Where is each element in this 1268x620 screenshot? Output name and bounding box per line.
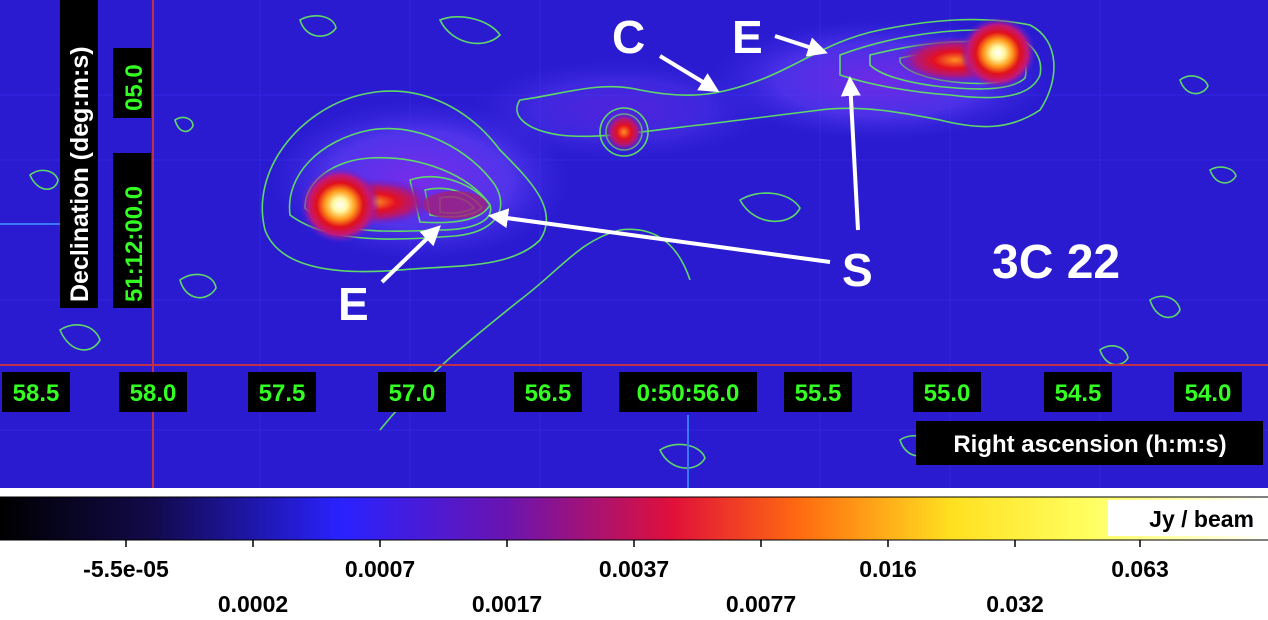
- arrow-e-west: [774, 34, 828, 57]
- core-source: [604, 112, 644, 152]
- x-tick-label-0: 58.5: [13, 380, 60, 407]
- arrow-c: [658, 54, 720, 93]
- east-secondary: [423, 191, 487, 219]
- x-tick-label-7: 55.0: [924, 380, 971, 407]
- annotation-e-west: E: [732, 11, 763, 63]
- x-tick-label-2: 57.5: [259, 380, 306, 407]
- y-axis: Declination (deg:m:s) 05.0 51:12:00.0: [60, 0, 151, 308]
- colorbar-label-upper-0: -5.5e-05: [83, 556, 169, 582]
- x-tick-label-1: 58.0: [130, 380, 177, 407]
- annotation-arrows: [380, 34, 861, 284]
- y-axis-label-bg: [60, 0, 98, 308]
- colorbar-label-upper-2: 0.0037: [599, 556, 669, 582]
- x-tick-bg-6: [784, 372, 852, 412]
- x-tick-bg-8: [1044, 372, 1112, 412]
- arrow-s-west: [840, 76, 861, 231]
- sources: [300, 17, 1036, 243]
- annotation-c: C: [612, 11, 645, 63]
- y-tick-bg-1: [113, 153, 151, 308]
- x-tick-label-8: 54.5: [1055, 380, 1102, 407]
- x-axis-label: Right ascension (h:m:s): [953, 431, 1226, 458]
- annotation-e-east: E: [338, 278, 369, 330]
- west-hotspot: [960, 17, 1036, 89]
- annotation-s: S: [842, 244, 873, 296]
- x-tick-label-3: 57.0: [389, 380, 436, 407]
- colorbar-label-upper-1: 0.0007: [345, 556, 415, 582]
- colorbar-label-upper-3: 0.016: [859, 556, 917, 582]
- colorbar-unit: Jy / beam: [1149, 506, 1254, 532]
- x-tick-bg-5: [619, 372, 757, 412]
- source-title: 3C 22: [992, 236, 1120, 289]
- colorbar: Jy / beam -5.5e-05 0.0007 0.0037 0.016 0.063…: [0, 488, 1268, 620]
- x-tick-label-5: 0:50:56.0: [637, 380, 740, 407]
- x-tick-label-9: 54.0: [1185, 380, 1232, 407]
- image-panel: C E S E 3C 22 Declination (deg:m:s) 05.0…: [0, 0, 1268, 488]
- colorbar-unit-bg: [1108, 500, 1262, 536]
- x-tick-bg-9: [1174, 372, 1242, 412]
- y-tick-label-1: 51:12:00.0: [121, 186, 148, 302]
- annotation-labels: C E S E: [338, 11, 873, 330]
- x-axis-label-bg: [916, 421, 1263, 465]
- x-tick-bg-3: [378, 372, 446, 412]
- x-tick-bg-1: [119, 372, 187, 412]
- east-hotspot: [300, 167, 380, 243]
- colorbar-label-lower-2: 0.0077: [726, 591, 796, 617]
- arrow-e-east: [380, 225, 441, 284]
- x-tick-label-4: 56.5: [525, 380, 572, 407]
- colorbar-label-upper-4: 0.063: [1111, 556, 1169, 582]
- colorbar-gradient: [0, 497, 1268, 540]
- x-tick-label-6: 55.5: [795, 380, 842, 407]
- y-tick-bg-0: [113, 48, 151, 118]
- x-tick-bg-4: [514, 372, 582, 412]
- x-tick-bg-2: [248, 372, 316, 412]
- x-tick-bg-0: [2, 372, 70, 412]
- y-tick-label-0: 05.0: [121, 64, 148, 111]
- colorbar-label-lower-0: 0.0002: [218, 591, 288, 617]
- y-axis-label: Declination (deg:m:s): [66, 46, 94, 302]
- colorbar-label-lower-3: 0.032: [986, 591, 1044, 617]
- x-axis-ticks: 58.5 58.0 57.5 57.0 56.5 0:50:56.0 55.5 55.0 54.…: [2, 372, 1242, 412]
- arrow-s-east: [488, 208, 831, 264]
- x-tick-bg-7: [913, 372, 981, 412]
- colorbar-ticks: -5.5e-05 0.0007 0.0037 0.016 0.063 0.0002 0.00…: [83, 540, 1169, 617]
- colorbar-label-lower-1: 0.0017: [472, 591, 542, 617]
